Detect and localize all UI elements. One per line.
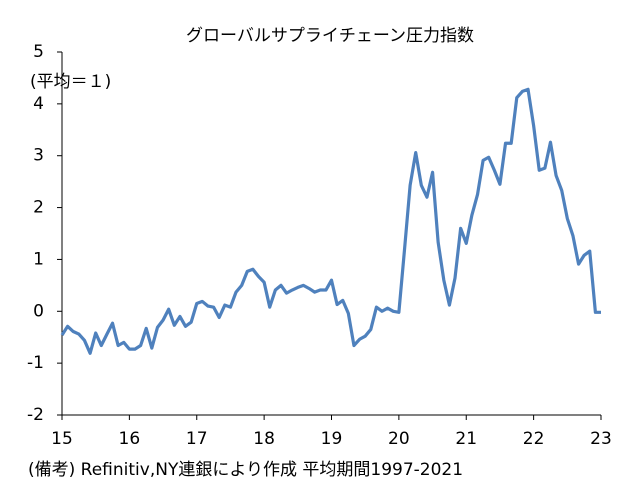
footnote: (備考) Refinitiv,NY連銀により作成 平均期間1997-2021 (28, 460, 463, 480)
x-tick-label: 21 (455, 429, 477, 449)
x-tick-label: 20 (388, 429, 410, 449)
y-tick-label: -1 (27, 353, 44, 373)
x-tick-label: 22 (523, 429, 545, 449)
y-tick-label: 4 (33, 94, 44, 114)
series-line (60, 87, 601, 355)
x-tick-label: 15 (51, 429, 73, 449)
y-tick-label: 3 (33, 146, 44, 166)
y-tick-label: 2 (33, 198, 44, 218)
x-tick-label: 17 (186, 429, 208, 449)
y-tick-label: 0 (33, 301, 44, 321)
annotation: (平均＝１) (30, 72, 111, 92)
x-tick-label: 19 (321, 429, 343, 449)
y-tick-label: -2 (27, 405, 44, 425)
y-tick-label: 5 (33, 42, 44, 62)
x-tick-label: 16 (119, 429, 141, 449)
x-tick-label: 23 (590, 429, 612, 449)
chart-title: グローバルサプライチェーン圧力指数 (186, 26, 474, 46)
y-tick-label: 1 (33, 249, 44, 269)
x-tick-label: 18 (253, 429, 275, 449)
